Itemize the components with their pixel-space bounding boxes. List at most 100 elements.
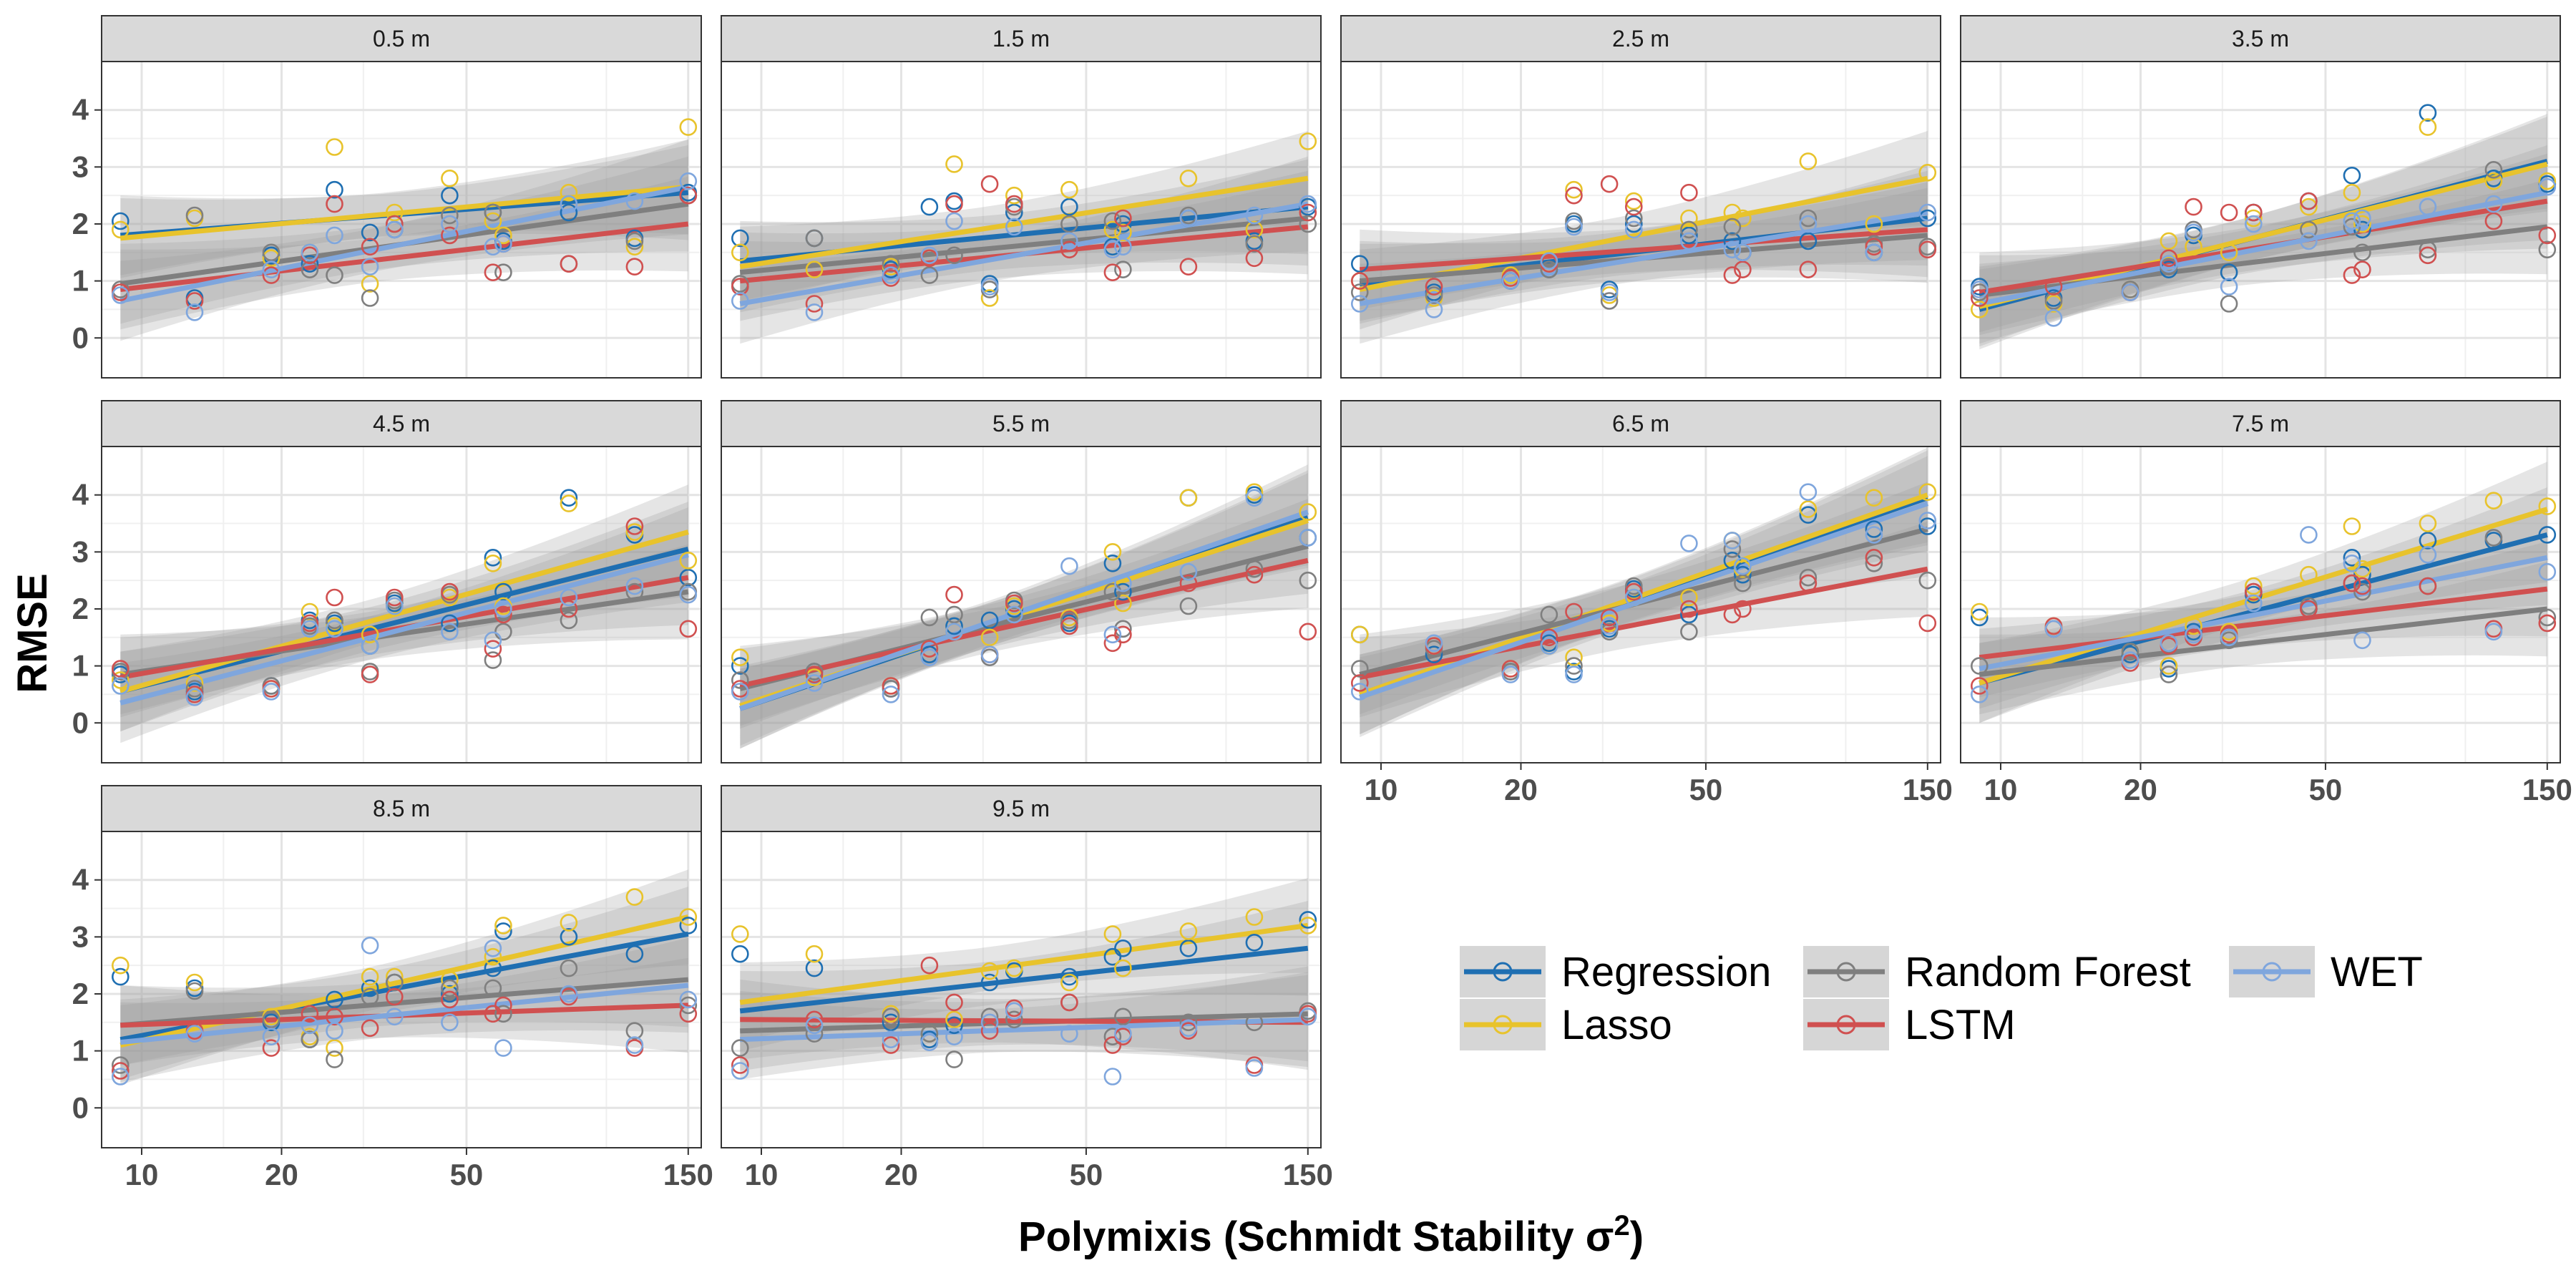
data-point-lstm bbox=[484, 263, 502, 282]
data-point-regression bbox=[361, 223, 379, 242]
data-point-random-forest bbox=[112, 1056, 130, 1074]
data-point-lstm bbox=[1918, 240, 1937, 259]
data-point-lasso bbox=[301, 602, 319, 621]
legend-item-regression: Regression bbox=[1460, 946, 1771, 997]
data-point-random-forest bbox=[1918, 571, 1937, 590]
data-point-lstm bbox=[112, 660, 130, 678]
data-point-regression bbox=[882, 1013, 900, 1032]
data-point-random-forest bbox=[494, 623, 512, 641]
data-point-wet bbox=[980, 1013, 999, 1032]
data-point-lasso bbox=[1971, 301, 1989, 318]
data-point-wet bbox=[185, 1025, 204, 1043]
data-point-wet bbox=[1600, 283, 1619, 301]
data-point-regression bbox=[1799, 232, 1818, 250]
data-point-wet bbox=[1799, 215, 1818, 233]
panel-points bbox=[731, 132, 1317, 321]
data-point-random-forest bbox=[326, 611, 343, 630]
data-point-lasso bbox=[1103, 542, 1122, 561]
data-point-lstm bbox=[2220, 203, 2238, 222]
data-point-wet bbox=[1918, 203, 1937, 222]
panel-border bbox=[101, 831, 702, 1148]
data-point-wet bbox=[1351, 683, 1369, 701]
x-tick-label: 20 bbox=[265, 1158, 298, 1191]
data-point-random-forest bbox=[1565, 657, 1583, 675]
data-point-wet bbox=[1005, 1002, 1023, 1020]
panel-border bbox=[721, 446, 1322, 763]
data-point-lstm bbox=[1723, 266, 1742, 284]
data-point-wet bbox=[361, 937, 379, 955]
data-point-lasso bbox=[185, 674, 204, 692]
data-point-wet bbox=[2343, 212, 2361, 230]
data-point-lstm bbox=[112, 1062, 130, 1080]
data-point-wet bbox=[2245, 594, 2263, 613]
data-point-lasso bbox=[1060, 973, 1078, 992]
data-point-lstm bbox=[361, 1019, 379, 1038]
data-point-lstm bbox=[1179, 258, 1198, 276]
data-point-lstm bbox=[805, 1010, 824, 1029]
data-point-lasso bbox=[731, 648, 749, 667]
data-point-wet bbox=[2300, 232, 2318, 250]
data-point-random-forest bbox=[2419, 240, 2437, 259]
data-point-regression bbox=[1625, 215, 1643, 233]
fit-line-wet bbox=[1979, 190, 2548, 306]
data-point-wet bbox=[1179, 209, 1198, 228]
data-point-wet bbox=[679, 172, 698, 190]
y-tick-label: 1 bbox=[72, 264, 89, 298]
fit-line-random-forest bbox=[1979, 606, 2548, 678]
fit-line-wet bbox=[1359, 210, 1928, 306]
data-point-lasso bbox=[1799, 500, 1818, 518]
confidence-band-wet bbox=[120, 139, 688, 341]
data-point-lstm bbox=[385, 987, 404, 1006]
data-point-lstm bbox=[326, 588, 343, 607]
data-point-random-forest bbox=[625, 1022, 644, 1040]
data-point-wet bbox=[945, 1028, 963, 1045]
data-point-regression bbox=[1723, 551, 1742, 570]
data-point-random-forest bbox=[1060, 215, 1078, 233]
data-point-lstm bbox=[1565, 602, 1583, 621]
data-point-wet bbox=[2121, 651, 2140, 669]
fit-line-lstm bbox=[119, 221, 689, 293]
data-point-lasso bbox=[2300, 565, 2318, 584]
data-point-lstm bbox=[882, 1036, 900, 1054]
data-point-random-forest bbox=[494, 263, 512, 282]
data-point-wet bbox=[920, 1033, 939, 1051]
data-point-lasso bbox=[1103, 925, 1122, 943]
data-point-regression bbox=[945, 617, 963, 635]
confidence-band-lasso bbox=[740, 878, 1308, 1043]
data-point-lasso bbox=[1299, 132, 1317, 150]
data-point-wet bbox=[560, 195, 578, 213]
data-point-regression bbox=[1799, 506, 1818, 524]
data-point-random-forest bbox=[1971, 657, 1989, 675]
fit-line-regression bbox=[1979, 532, 2548, 686]
data-point-wet bbox=[805, 303, 824, 321]
data-point-lasso bbox=[679, 118, 698, 136]
data-point-lasso bbox=[2353, 560, 2371, 578]
data-point-wet bbox=[385, 220, 404, 239]
data-point-lstm bbox=[484, 1005, 502, 1023]
data-point-lstm bbox=[560, 600, 578, 618]
data-point-wet bbox=[2484, 195, 2503, 213]
fit-line-regression bbox=[119, 546, 689, 694]
data-point-lstm bbox=[1680, 183, 1698, 202]
data-point-wet bbox=[625, 577, 644, 595]
data-point-random-forest bbox=[1299, 571, 1317, 590]
data-point-random-forest bbox=[262, 1010, 280, 1029]
x-tick-label: 150 bbox=[2522, 773, 2572, 806]
data-point-random-forest bbox=[1351, 660, 1369, 678]
panel-strip bbox=[101, 785, 702, 832]
data-point-random-forest bbox=[1179, 597, 1198, 615]
panel-points bbox=[1971, 492, 2557, 703]
data-point-lstm bbox=[2300, 600, 2318, 618]
data-point-lstm bbox=[301, 614, 319, 633]
data-point-wet bbox=[1425, 301, 1443, 318]
data-point-lstm bbox=[1060, 993, 1078, 1012]
data-point-random-forest bbox=[805, 1025, 824, 1043]
data-point-regression bbox=[1005, 203, 1023, 222]
data-point-wet bbox=[1501, 272, 1520, 290]
data-point-wet bbox=[625, 192, 644, 210]
data-point-regression bbox=[494, 922, 512, 940]
data-point-lstm bbox=[1060, 617, 1078, 635]
panel-strip-label: 1.5 m bbox=[992, 26, 1050, 52]
data-point-wet bbox=[1425, 634, 1443, 653]
panel-strip-label: 2.5 m bbox=[1612, 26, 1669, 52]
